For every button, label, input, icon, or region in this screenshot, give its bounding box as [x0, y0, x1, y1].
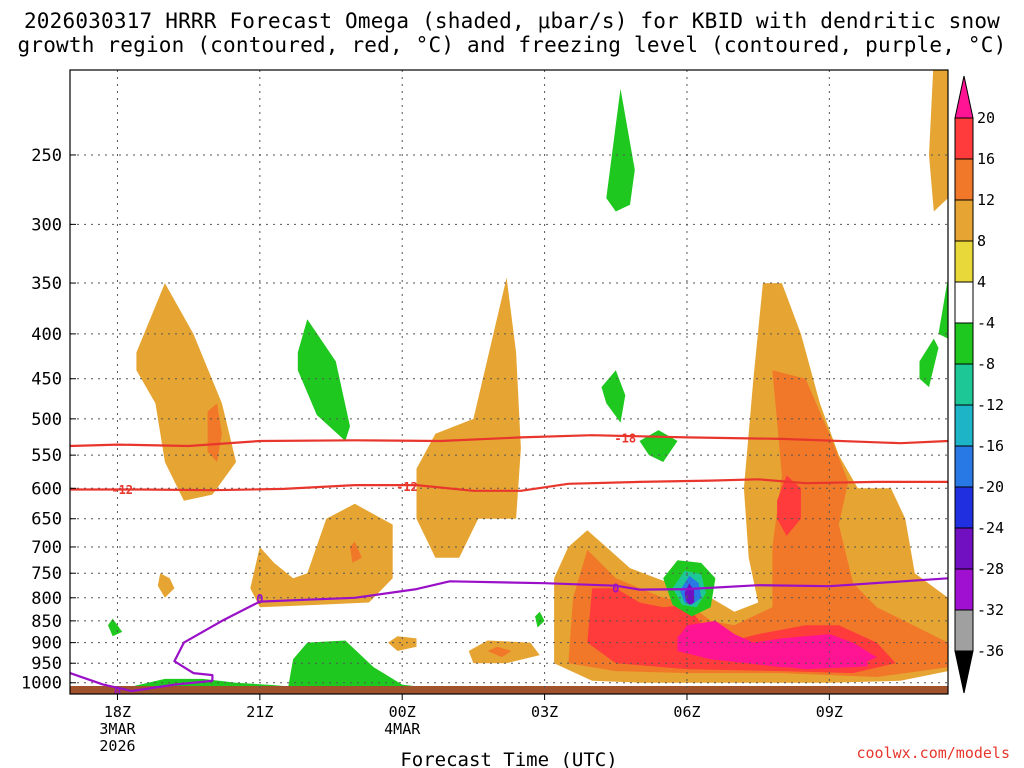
omega-region-6 — [388, 636, 417, 651]
y-tick-label-800: 800 — [31, 589, 62, 609]
y-tick-label-500: 500 — [31, 410, 62, 430]
plot-frame — [69, 69, 949, 695]
colorbar-label-13: -36 — [977, 642, 1004, 660]
colorbar: 20 16 12 8 4 -4 -8 -12 -16 -20 -24 -28 -32 -36 — [954, 75, 1004, 694]
omega-region-2 — [157, 573, 175, 598]
colorbar-label-0: 20 — [977, 109, 995, 127]
colorbar-segment-0 — [954, 117, 974, 160]
colorbar-segment-5 — [954, 322, 974, 365]
colorbar-label-6: -8 — [977, 355, 995, 373]
ground-surface — [70, 686, 948, 694]
contour-label-3: 0 — [256, 592, 263, 606]
omega-region-1 — [207, 403, 222, 462]
colorbar-segment-2 — [954, 199, 974, 242]
colorbar-segment-1 — [954, 158, 974, 201]
omega-shading — [108, 70, 948, 691]
omega-region-3 — [250, 503, 393, 608]
colorbar-segment-10 — [954, 527, 974, 570]
omega-region-4 — [350, 541, 362, 563]
colorbar-label-11: -28 — [977, 560, 1004, 578]
colorbar-segment-8 — [954, 445, 974, 488]
colorbar-label-7: -12 — [977, 396, 1004, 414]
colorbar-label-10: -24 — [977, 519, 1004, 537]
x-axis-label: Forecast Time (UTC) — [400, 749, 617, 768]
omega-region-10 — [568, 370, 948, 677]
colorbar-cap-top — [954, 75, 974, 119]
colorbar-label-3: 8 — [977, 232, 986, 250]
x-tick-label-30-0: 06Z — [673, 703, 700, 721]
y-tick-label-650: 650 — [31, 510, 62, 530]
y-tick-label-1000: 1000 — [21, 674, 62, 694]
contour-label-2: -12 — [396, 480, 418, 494]
omega-region-17 — [297, 319, 350, 441]
omega-region-22 — [938, 277, 948, 339]
x-tick-label-18-1: 3MAR — [99, 720, 136, 738]
omega-region-20 — [639, 430, 678, 462]
y-tick-label-750: 750 — [31, 564, 62, 584]
x-tick-label-33-0: 09Z — [816, 703, 843, 721]
colorbar-segment-3 — [954, 240, 974, 283]
y-tick-label-600: 600 — [31, 479, 62, 499]
omega-region-25 — [288, 640, 450, 691]
contour-line-0 — [70, 434, 948, 448]
x-tick-label-18-2: 2026 — [99, 737, 135, 755]
y-tick-label-350: 350 — [31, 274, 62, 294]
omega-region-0 — [136, 283, 237, 501]
colorbar-label-2: 12 — [977, 191, 995, 209]
contour-label-1: -12 — [111, 483, 133, 497]
colorbar-segment-9 — [954, 486, 974, 529]
colorbar-segment-11 — [954, 568, 974, 611]
omega-region-18 — [606, 88, 635, 212]
y-tick-label-850: 850 — [31, 612, 62, 632]
omega-region-12 — [777, 475, 801, 536]
y-tick-label-250: 250 — [31, 146, 62, 166]
omega-region-14 — [677, 627, 711, 645]
colorbar-segment-7 — [954, 404, 974, 447]
temperature-contours: -18 -12 -12 0 0 0 — [70, 432, 948, 700]
colorbar-segment-6 — [954, 363, 974, 406]
colorbar-segment-12 — [954, 609, 974, 652]
omega-region-8 — [487, 646, 512, 658]
x-tick-label-18-0: 18Z — [104, 703, 131, 721]
contour-line-1 — [70, 478, 948, 492]
colorbar-label-8: -16 — [977, 437, 1004, 455]
omega-region-24 — [108, 618, 123, 637]
x-tick-label-24-1: 4MAR — [384, 720, 421, 738]
y-tick-label-950: 950 — [31, 654, 62, 674]
colorbar-label-9: -20 — [977, 478, 1004, 496]
colorbar-label-12: -32 — [977, 601, 1004, 619]
contour-label-4: 0 — [114, 686, 121, 700]
x-tick-label-21-0: 21Z — [246, 703, 273, 721]
y-tick-label-900: 900 — [31, 634, 62, 654]
colorbar-label-5: -4 — [977, 314, 995, 332]
contour-label-5: 0 — [612, 582, 619, 596]
x-tick-label-24-0: 00Z — [389, 703, 416, 721]
chart-title-line-2: growth region (contoured, red, °C) and f… — [17, 33, 1007, 57]
colorbar-segment-4 — [954, 281, 974, 324]
omega-region-5 — [416, 277, 521, 558]
credit-link[interactable]: coolwx.com/models — [856, 744, 1010, 762]
y-tick-label-400: 400 — [31, 325, 62, 345]
colorbar-cap-bottom — [954, 650, 974, 694]
omega-region-15 — [772, 655, 868, 670]
omega-region-23 — [535, 611, 545, 628]
omega-region-19 — [601, 370, 626, 423]
contour-line-3 — [70, 577, 948, 693]
y-tick-label-450: 450 — [31, 370, 62, 390]
colorbar-label-4: 4 — [977, 273, 986, 291]
omega-region-21 — [919, 338, 939, 388]
chart-title-line-1: 2026030317 HRRR Forecast Omega (shaded, … — [23, 9, 1001, 33]
omega-region-16 — [929, 70, 948, 212]
x-tick-label-27-0: 03Z — [531, 703, 558, 721]
y-tick-label-700: 700 — [31, 538, 62, 558]
contour-label-0: -18 — [614, 432, 636, 446]
y-axis: 2503003504004505005506006507007508008509… — [21, 146, 76, 694]
y-tick-label-550: 550 — [31, 446, 62, 466]
colorbar-label-1: 16 — [977, 150, 995, 168]
y-tick-label-300: 300 — [31, 215, 62, 235]
